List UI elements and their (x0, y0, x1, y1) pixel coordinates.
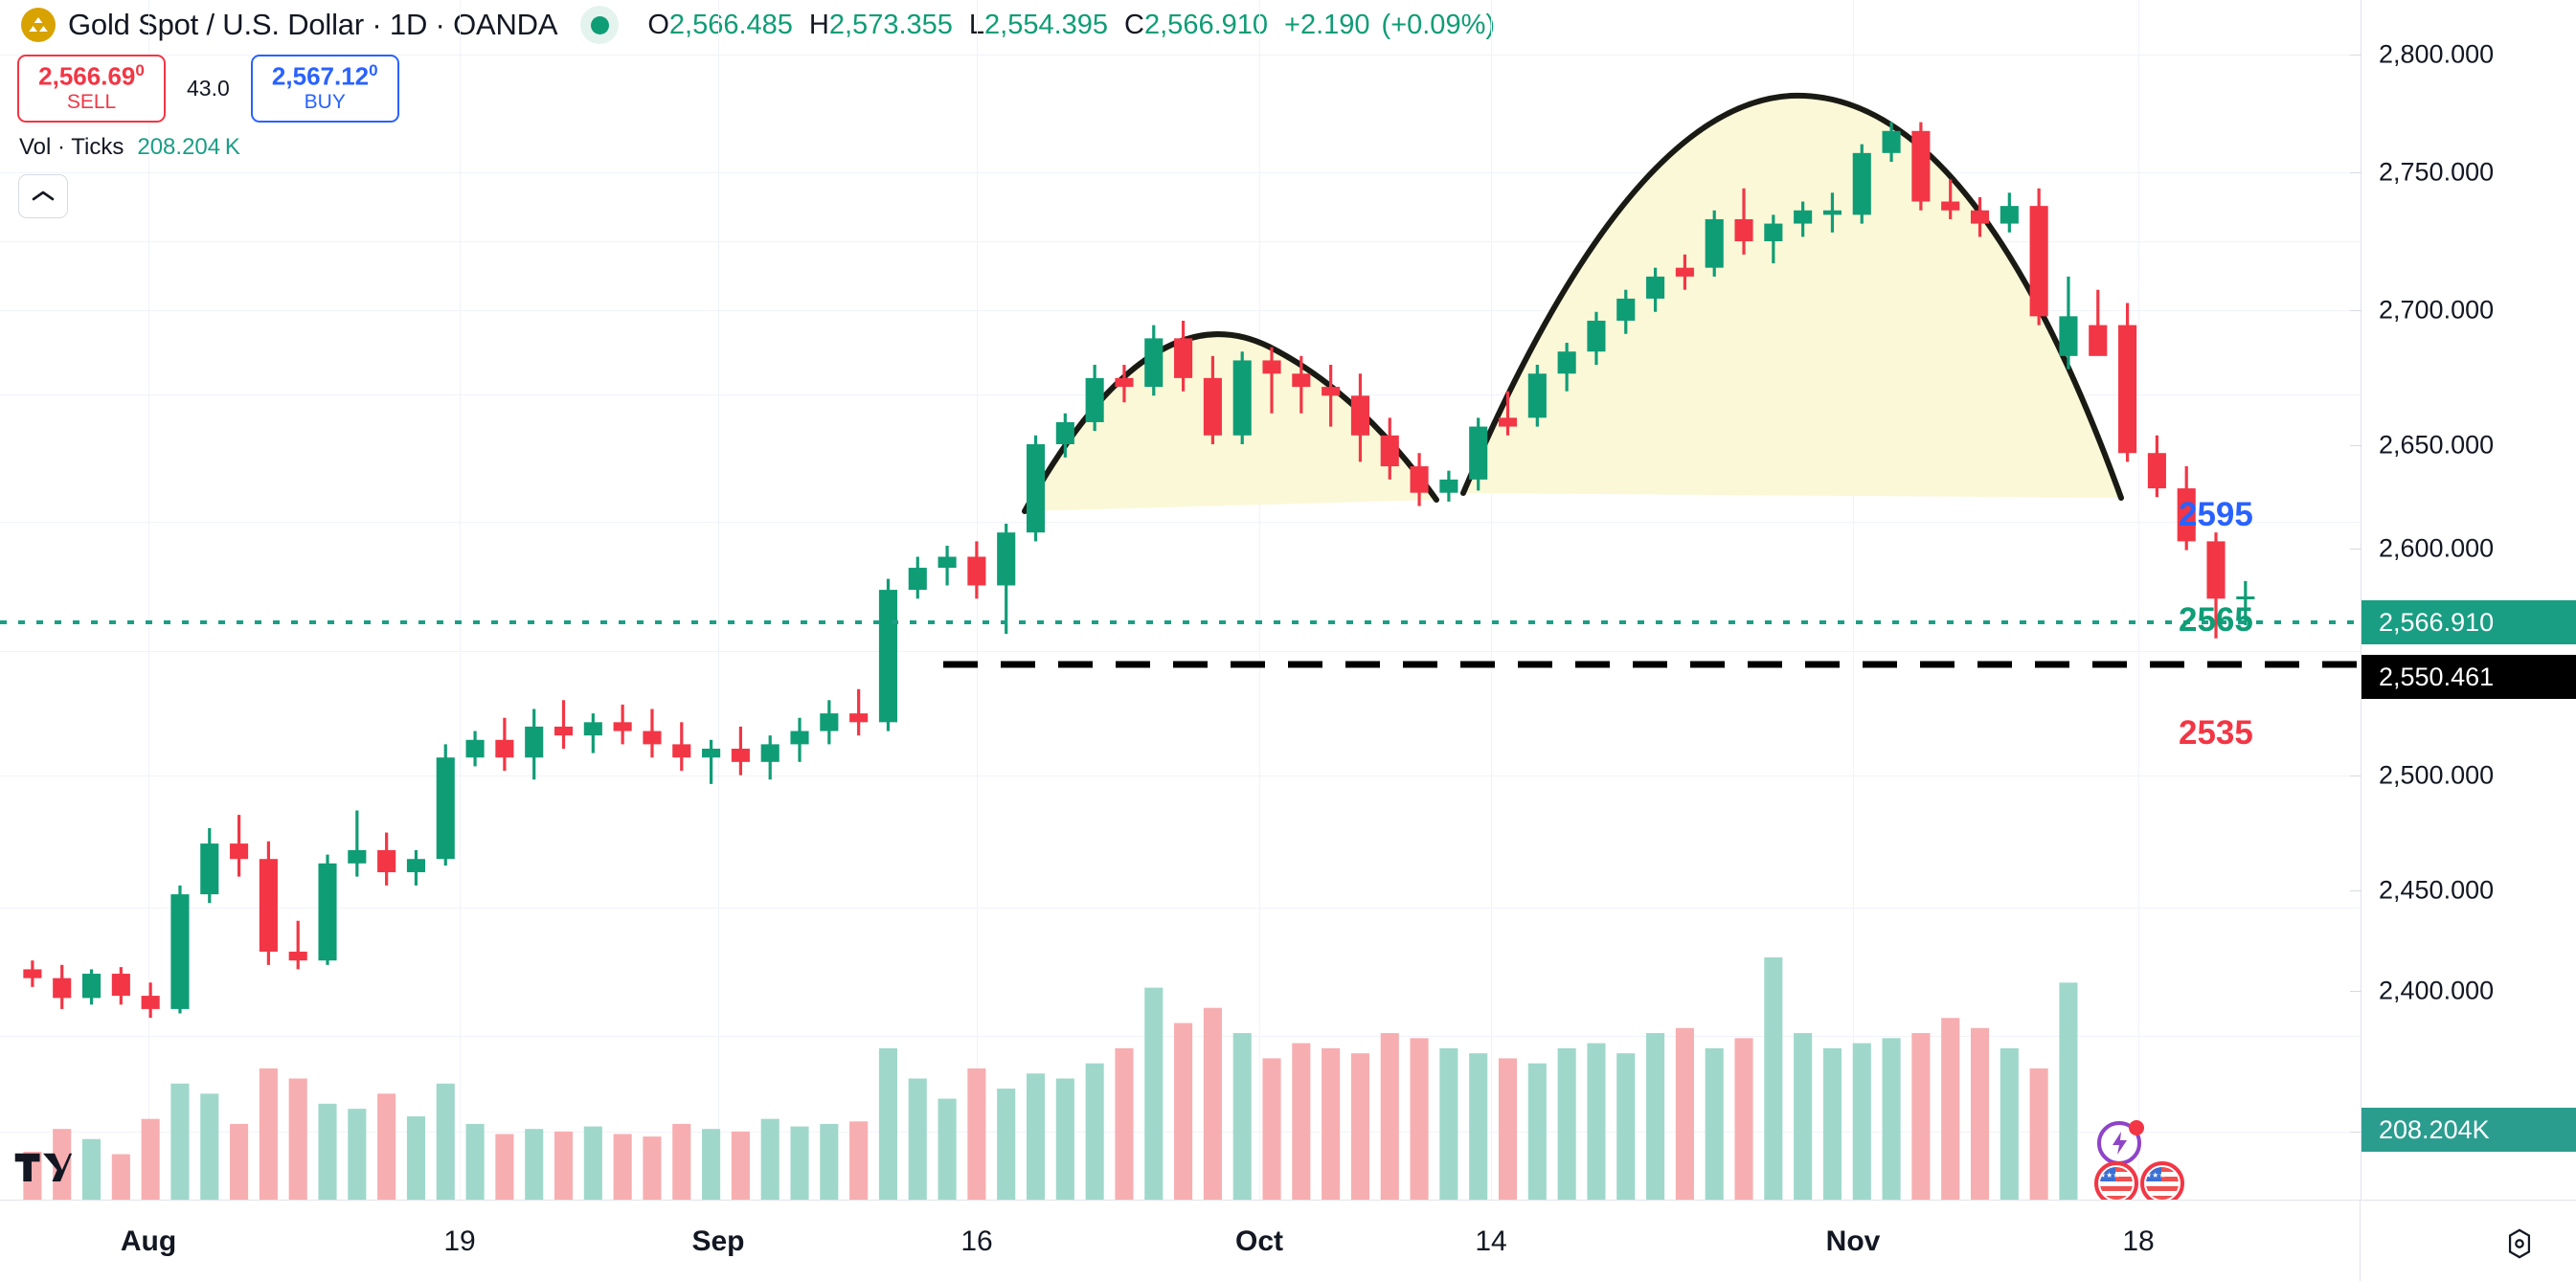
axis-divider (2360, 1201, 2361, 1281)
price-axis-label: 2,700.000 (2379, 295, 2495, 325)
axis-tick (2350, 549, 2361, 550)
market-open-dot-icon (580, 6, 620, 44)
gridline (0, 172, 2361, 173)
ohlc-low-value: 2,554.395 (984, 9, 1109, 40)
chart-header: Gold Spot / U.S. Dollar · 1D · OANDA O 2,… (0, 0, 2576, 50)
ohlc-low-label: L (969, 10, 984, 41)
gridline (2138, 0, 2139, 1200)
time-axis-label: 14 (1475, 1225, 1507, 1257)
gridline (0, 55, 2361, 56)
sell-label: SELL (66, 91, 117, 114)
axis-tick (2350, 445, 2361, 446)
gridline (0, 241, 2361, 242)
us-flag-event-icon[interactable]: ★★★ (2093, 1160, 2139, 1206)
axis-tick (2350, 310, 2361, 311)
gridline (0, 310, 2361, 311)
time-axis-label: 19 (443, 1225, 476, 1257)
axis-tick (2350, 55, 2361, 56)
price-level-badge[interactable]: 2,550.461 (2361, 655, 2576, 699)
price-axis[interactable]: 2,800.000 2,750.000 2,700.000 2,650.000 … (2350, 0, 2576, 1200)
buy-button[interactable]: 2,567.120 BUY (250, 55, 399, 123)
price-axis-label: 2,400.000 (2379, 976, 2495, 1005)
annotation-resistance: 2595 (2179, 496, 2253, 533)
axis-tick (2350, 172, 2361, 173)
ohlc-open-value: 2,566.485 (668, 9, 793, 40)
buy-label: BUY (304, 91, 346, 114)
time-axis-label: Aug (120, 1225, 177, 1257)
time-axis-label: Oct (1234, 1225, 1284, 1257)
svg-text:★★★: ★★★ (2099, 1171, 2120, 1180)
collapse-pane-button[interactable] (18, 174, 68, 218)
time-axis-label: 18 (2122, 1225, 2155, 1257)
chevron-up-icon (32, 191, 55, 201)
chart-settings-icon[interactable] (2503, 1227, 2536, 1260)
price-axis-label: 2,450.000 (2379, 875, 2495, 905)
volume-value-badge[interactable]: 208.204K (2361, 1108, 2576, 1152)
price-axis-label: 2,800.000 (2379, 39, 2495, 69)
axis-tick (2350, 890, 2361, 891)
us-flag-event-icon[interactable]: ★★★ (2139, 1160, 2185, 1206)
ohlc-close-value: 2,566.910 (1144, 9, 1269, 40)
volume-legend-label: Vol · Ticks (19, 134, 124, 160)
ohlc-close-label: C (1124, 9, 1144, 40)
buy-price: 2,567.120 (271, 61, 378, 91)
buy-sell-widget[interactable]: 2,566.690 SELL 43.0 2,567.120 BUY (17, 55, 399, 123)
price-axis-label: 2,650.000 (2379, 430, 2495, 460)
gridline (0, 908, 2361, 909)
gridline (1491, 0, 1492, 1200)
gridline (977, 0, 978, 1200)
ohlc-high-label: H (808, 9, 829, 40)
time-axis-label: Nov (1825, 1225, 1881, 1257)
axis-tick (2350, 1132, 2361, 1133)
annotation-current: 2565 (2179, 601, 2253, 639)
axis-tick (2350, 775, 2361, 776)
gridline (0, 651, 2361, 652)
sell-price: 2,566.690 (38, 61, 145, 91)
gold-bars-icon (21, 8, 56, 42)
axis-tick (2350, 991, 2361, 992)
time-axis-label: Sep (691, 1225, 745, 1257)
price-axis-label: 2,600.000 (2379, 533, 2495, 563)
price-axis-label: 2,750.000 (2379, 157, 2495, 187)
ohlc-legend: O2,566.485 H2,573.355 L2,554.395 C2,566.… (647, 10, 1495, 41)
annotation-support: 2535 (2179, 714, 2253, 752)
price-level-lines (0, 620, 2361, 668)
last-price-badge[interactable]: 2,566.910 (2361, 600, 2576, 644)
gridline (1259, 0, 1260, 1200)
lightning-alert-icon[interactable] (2095, 1115, 2147, 1167)
symbol-title[interactable]: Gold Spot / U.S. Dollar · 1D · OANDA (68, 8, 558, 41)
ohlc-open-label: O (647, 9, 669, 40)
price-series[interactable] (0, 0, 2361, 1200)
chart-canvas[interactable]: 2595 2565 2535 ★★★ ★★★ (0, 0, 2361, 1205)
gridline (0, 775, 2361, 776)
spread-value: 43.0 (187, 75, 230, 101)
volume-legend[interactable]: Vol · Ticks 208.204 K (19, 134, 240, 161)
gridline (718, 0, 719, 1200)
gridline (148, 0, 149, 1200)
svg-text:★★★: ★★★ (2145, 1171, 2166, 1180)
volume-legend-value: 208.204 K (137, 134, 240, 160)
tradingview-logo[interactable] (13, 1150, 73, 1190)
sell-button[interactable]: 2,566.690 SELL (17, 55, 166, 123)
time-axis[interactable]: Aug 19 Sep 16 Oct 14 Nov 18 (0, 1200, 2576, 1281)
ohlc-change-percent: (+0.09%) (1381, 9, 1496, 40)
gridline (460, 0, 461, 1200)
gridline (1853, 0, 1854, 1200)
price-axis-label: 2,500.000 (2379, 760, 2495, 790)
gridline (0, 522, 2361, 523)
ohlc-change: +2.190 (1284, 9, 1370, 40)
ohlc-high-value: 2,573.355 (828, 9, 953, 40)
time-axis-label: 16 (960, 1225, 993, 1257)
